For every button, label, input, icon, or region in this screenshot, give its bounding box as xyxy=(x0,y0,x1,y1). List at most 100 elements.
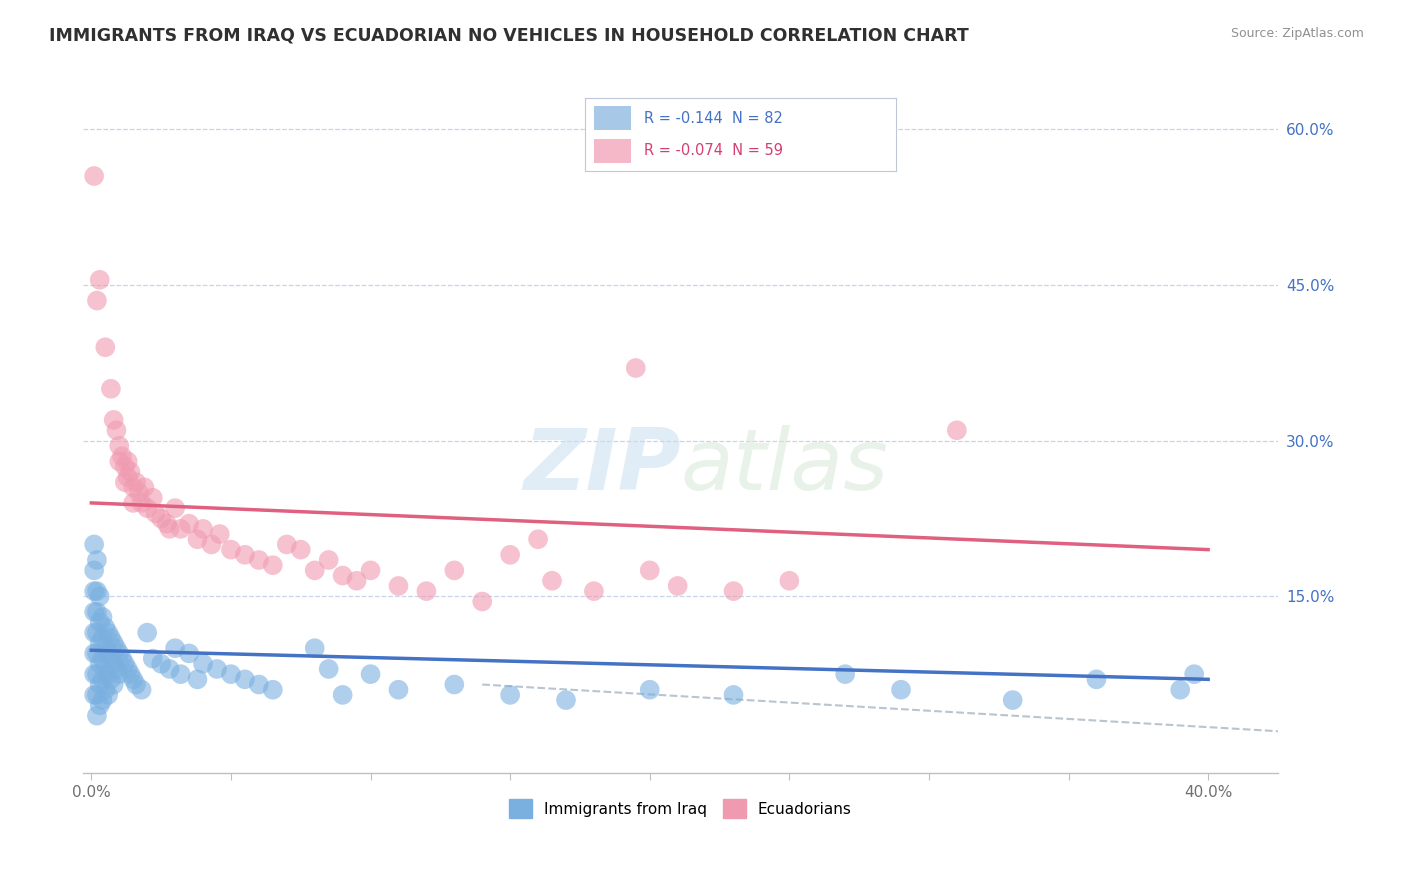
Point xyxy=(186,533,208,547)
Point xyxy=(100,382,122,396)
Point xyxy=(89,698,111,713)
Point xyxy=(111,449,134,463)
Point xyxy=(247,677,270,691)
Point xyxy=(131,496,153,510)
Point xyxy=(91,631,114,645)
Point xyxy=(108,667,131,681)
Point xyxy=(83,169,105,183)
Point xyxy=(723,584,745,599)
Point xyxy=(177,516,200,531)
Point xyxy=(555,693,578,707)
Point xyxy=(97,647,120,661)
Point xyxy=(318,553,340,567)
Point xyxy=(128,485,150,500)
Point xyxy=(360,667,382,681)
Point xyxy=(219,667,242,681)
Point xyxy=(117,662,139,676)
Point xyxy=(346,574,368,588)
Point xyxy=(114,475,136,490)
Point xyxy=(262,682,284,697)
Point xyxy=(360,563,382,577)
Point xyxy=(103,636,125,650)
Point xyxy=(117,470,139,484)
Text: IMMIGRANTS FROM IRAQ VS ECUADORIAN NO VEHICLES IN HOUSEHOLD CORRELATION CHART: IMMIGRANTS FROM IRAQ VS ECUADORIAN NO VE… xyxy=(49,27,969,45)
Point xyxy=(471,594,494,608)
Point xyxy=(191,522,214,536)
Point xyxy=(89,677,111,691)
Point xyxy=(1085,673,1108,687)
Point xyxy=(541,574,564,588)
Point xyxy=(83,605,105,619)
Point xyxy=(86,708,108,723)
Point xyxy=(170,522,193,536)
Point xyxy=(159,662,181,676)
Point xyxy=(89,273,111,287)
Point xyxy=(86,667,108,681)
Point xyxy=(247,553,270,567)
Point xyxy=(100,651,122,665)
Point xyxy=(318,662,340,676)
Point xyxy=(332,568,354,582)
Point xyxy=(86,647,108,661)
Point xyxy=(150,657,173,671)
Point xyxy=(136,501,159,516)
Point xyxy=(86,293,108,308)
Point xyxy=(91,673,114,687)
Point xyxy=(276,537,298,551)
Point xyxy=(122,480,145,494)
Point xyxy=(136,625,159,640)
Point xyxy=(89,636,111,650)
Point xyxy=(156,516,179,531)
Point xyxy=(186,673,208,687)
Point xyxy=(120,465,142,479)
Point xyxy=(387,682,409,697)
Point xyxy=(94,620,117,634)
Point xyxy=(150,511,173,525)
Point xyxy=(499,688,522,702)
Point xyxy=(122,496,145,510)
Point xyxy=(83,537,105,551)
Point xyxy=(125,677,148,691)
Text: Source: ZipAtlas.com: Source: ZipAtlas.com xyxy=(1230,27,1364,40)
Point xyxy=(94,641,117,656)
Point xyxy=(304,563,326,577)
Text: atlas: atlas xyxy=(681,425,889,508)
Point xyxy=(1168,682,1191,697)
Point xyxy=(111,651,134,665)
Point xyxy=(834,667,856,681)
Point xyxy=(290,542,312,557)
Point xyxy=(443,677,465,691)
Point xyxy=(91,610,114,624)
Point xyxy=(114,657,136,671)
Point xyxy=(100,673,122,687)
Point xyxy=(200,537,222,551)
Point xyxy=(723,688,745,702)
Point xyxy=(120,667,142,681)
Point xyxy=(219,542,242,557)
Point xyxy=(332,688,354,702)
Point xyxy=(97,625,120,640)
Point xyxy=(262,558,284,573)
Point xyxy=(103,413,125,427)
Point xyxy=(83,625,105,640)
Point xyxy=(89,657,111,671)
Point xyxy=(890,682,912,697)
Point xyxy=(117,454,139,468)
Point xyxy=(103,657,125,671)
Point xyxy=(91,651,114,665)
Point xyxy=(1182,667,1205,681)
Point xyxy=(499,548,522,562)
Point xyxy=(624,361,647,376)
Point xyxy=(778,574,800,588)
Point xyxy=(108,454,131,468)
Point xyxy=(100,631,122,645)
Point xyxy=(97,667,120,681)
Point xyxy=(582,584,605,599)
Point xyxy=(108,439,131,453)
Point xyxy=(170,667,193,681)
Point xyxy=(233,673,256,687)
Point xyxy=(527,533,550,547)
Point xyxy=(105,423,128,437)
Point xyxy=(134,480,156,494)
Text: ZIP: ZIP xyxy=(523,425,681,508)
